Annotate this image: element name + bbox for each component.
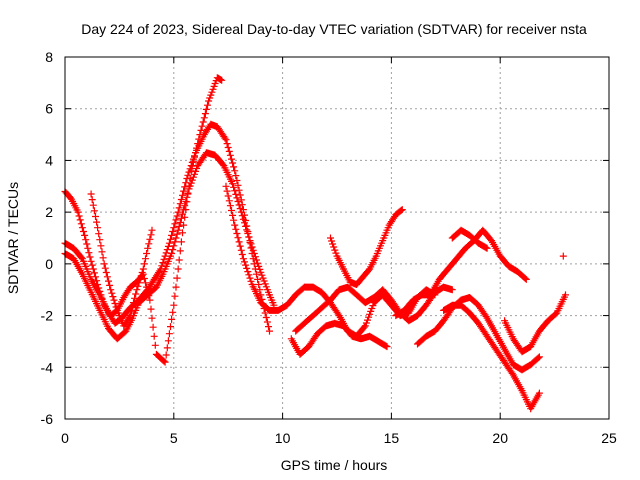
- y-tick-labels: -6 -4 -2 0 2 4 6 8: [41, 49, 54, 427]
- plus-markers: [501, 291, 569, 356]
- plus-markers: [448, 226, 491, 252]
- chart-title: Day 224 of 2023, Sidereal Day-to-day VTE…: [81, 21, 587, 37]
- series-track-m: [501, 291, 569, 356]
- x-tick-label: 10: [275, 430, 291, 446]
- x-tick-labels: 0 5 10 15 20 25: [61, 430, 617, 446]
- series-track-d: [87, 190, 156, 330]
- plot-frame: [64, 56, 610, 420]
- series-track-l: [448, 226, 491, 252]
- y-tick-label: 0: [45, 256, 53, 272]
- y-tick-label: 4: [45, 152, 53, 168]
- y-tick-label: -6: [41, 411, 54, 427]
- series-track-n: [559, 252, 567, 260]
- series-track-f: [287, 319, 391, 358]
- y-tick-label: 8: [45, 49, 53, 65]
- y-tick-label: 2: [45, 204, 53, 220]
- plus-markers: [440, 301, 543, 413]
- plus-markers: [87, 190, 156, 330]
- x-tick-label: 0: [61, 430, 69, 446]
- plus-markers: [392, 226, 530, 320]
- series-track-k: [440, 301, 543, 413]
- plus-markers: [287, 319, 391, 358]
- y-tick-label: -4: [41, 359, 54, 375]
- x-tick-label: 5: [170, 430, 178, 446]
- y-tick-label: -2: [41, 308, 54, 324]
- plus-markers: [559, 252, 567, 260]
- series-track-e: [222, 182, 439, 340]
- x-tick-label: 25: [601, 430, 617, 446]
- plus-markers: [327, 206, 406, 288]
- y-axis-label: SDTVAR / TECUs: [5, 182, 21, 294]
- y-tick-label: 6: [45, 101, 53, 117]
- x-tick-label: 20: [492, 430, 508, 446]
- x-tick-label: 15: [384, 430, 400, 446]
- plus-markers: [222, 182, 439, 340]
- axis-ticks: [64, 56, 610, 420]
- series-track-i: [392, 226, 530, 320]
- x-axis-label: GPS time / hours: [281, 457, 388, 473]
- series-track-h: [327, 206, 406, 288]
